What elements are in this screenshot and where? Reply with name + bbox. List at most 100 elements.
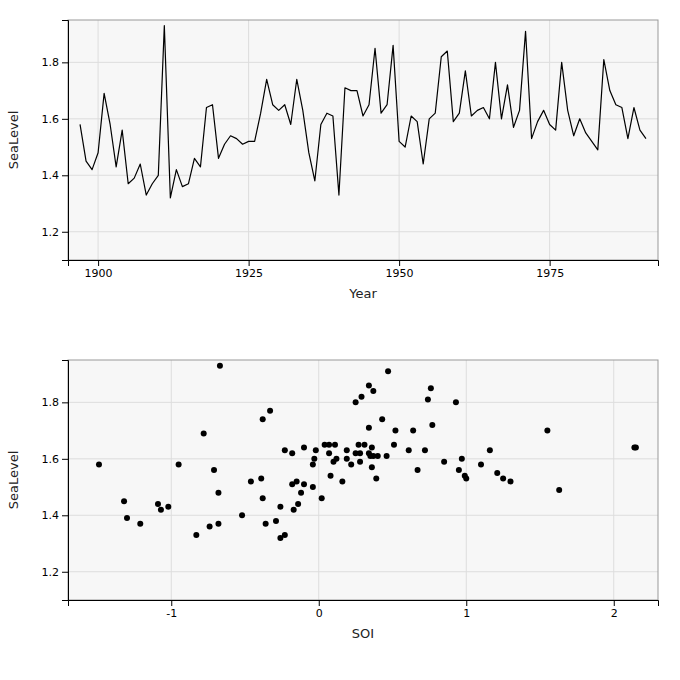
tick-label: 1.2 xyxy=(42,566,60,579)
scatter-point xyxy=(207,524,213,530)
scatter-point xyxy=(353,450,359,456)
scatter-point xyxy=(392,428,398,434)
grid-line-x xyxy=(171,360,172,600)
scatter-point xyxy=(260,495,266,501)
tick-label: 1 xyxy=(463,607,470,620)
scatter-point xyxy=(494,470,500,476)
tick-mark xyxy=(249,260,250,266)
scatter-point xyxy=(217,363,223,369)
grid-line-y xyxy=(68,571,658,572)
marks xyxy=(96,363,639,541)
tick-mark xyxy=(62,459,68,460)
scatter-point xyxy=(289,450,295,456)
y-tick: 1.8 xyxy=(42,56,69,69)
scatter-point xyxy=(375,453,381,459)
scatter-point xyxy=(369,464,375,470)
scatter-point xyxy=(369,445,375,451)
tick-mark xyxy=(171,600,172,606)
scatter-point xyxy=(282,447,288,453)
scatter-point xyxy=(248,478,254,484)
scatter-point xyxy=(385,368,391,374)
scatter-point xyxy=(459,456,465,462)
scatter-point xyxy=(193,532,199,538)
tick-label: 1925 xyxy=(235,267,263,280)
scatter-point xyxy=(456,467,462,473)
scatter-point xyxy=(215,521,221,527)
tick-mark xyxy=(62,402,68,403)
tick-label: 1.6 xyxy=(42,113,60,126)
scatter-point xyxy=(453,399,459,405)
scatter-point xyxy=(361,442,367,448)
y-axis-title: SeaLevel xyxy=(6,111,21,170)
scatter-point xyxy=(310,461,316,467)
scatter-point xyxy=(263,521,269,527)
scatter-point xyxy=(428,385,434,391)
x-tick: 1925 xyxy=(235,260,263,280)
scatter-point xyxy=(373,476,379,482)
scatter-point xyxy=(384,453,390,459)
scatter-point xyxy=(344,456,350,462)
scatter-point xyxy=(500,476,506,482)
tick-mark xyxy=(62,119,68,120)
x-tick: 0 xyxy=(316,600,323,620)
tick-mark xyxy=(319,600,320,606)
y-tick: 1.6 xyxy=(42,113,69,126)
scatter-point xyxy=(258,476,264,482)
scatter-point xyxy=(215,490,221,496)
grid-line-y xyxy=(68,175,658,176)
scatter-point xyxy=(326,442,332,448)
scatter-point xyxy=(155,501,161,507)
scatter-point xyxy=(366,450,372,456)
scatter-point xyxy=(96,461,102,467)
tick-label: 0 xyxy=(316,607,323,620)
scatter-point xyxy=(211,467,217,473)
scatter-point xyxy=(260,416,266,422)
plot-background xyxy=(68,360,658,600)
plot-background xyxy=(68,20,658,260)
scatter-point xyxy=(356,442,362,448)
scatter-point xyxy=(332,442,338,448)
panel: 19001925195019751.21.41.61.8YearSeaLevel xyxy=(6,20,659,301)
y-tick: 1.8 xyxy=(42,396,69,409)
scatter-point xyxy=(425,397,431,403)
scatter-point xyxy=(176,461,182,467)
grid-line-x xyxy=(318,360,319,600)
scatter-point xyxy=(508,478,514,484)
scatter-point xyxy=(357,459,363,465)
tick-mark xyxy=(62,175,68,176)
x-axis: 1900192519501975 xyxy=(69,260,659,280)
tick-mark xyxy=(62,62,68,63)
grid-line-y xyxy=(68,402,658,403)
scatter-point xyxy=(478,461,484,467)
scatter-point xyxy=(406,447,412,453)
tick-label: 1.4 xyxy=(42,509,60,522)
tick-label: 1.8 xyxy=(42,396,60,409)
scatter-point xyxy=(295,501,301,507)
figure: 19001925195019751.21.41.61.8YearSeaLevel… xyxy=(0,0,680,680)
x-tick: 2 xyxy=(611,600,618,620)
grid-line-y xyxy=(68,231,658,232)
scatter-point xyxy=(410,428,416,434)
tick-label: -1 xyxy=(166,607,177,620)
tick-label: 1975 xyxy=(536,267,564,280)
scatter-point xyxy=(556,487,562,493)
scatter-point xyxy=(633,445,639,451)
y-axis: 1.21.41.61.8 xyxy=(42,361,69,601)
scatter-point xyxy=(273,518,279,524)
tick-mark xyxy=(614,600,615,606)
scatter-point xyxy=(239,512,245,518)
scatter-point xyxy=(366,425,372,431)
grid-line-x xyxy=(248,20,249,260)
scatter-point xyxy=(137,521,143,527)
scatter-point xyxy=(319,495,325,501)
scatter-point xyxy=(344,447,350,453)
scatter-point xyxy=(366,382,372,388)
tick-mark xyxy=(550,260,551,266)
tick-label: 2 xyxy=(611,607,618,620)
axis-line xyxy=(62,21,69,261)
x-tick: -1 xyxy=(166,600,177,620)
grid xyxy=(68,20,658,260)
scatter-point xyxy=(201,430,207,436)
scatter-point xyxy=(379,416,385,422)
tick-mark xyxy=(62,515,68,516)
